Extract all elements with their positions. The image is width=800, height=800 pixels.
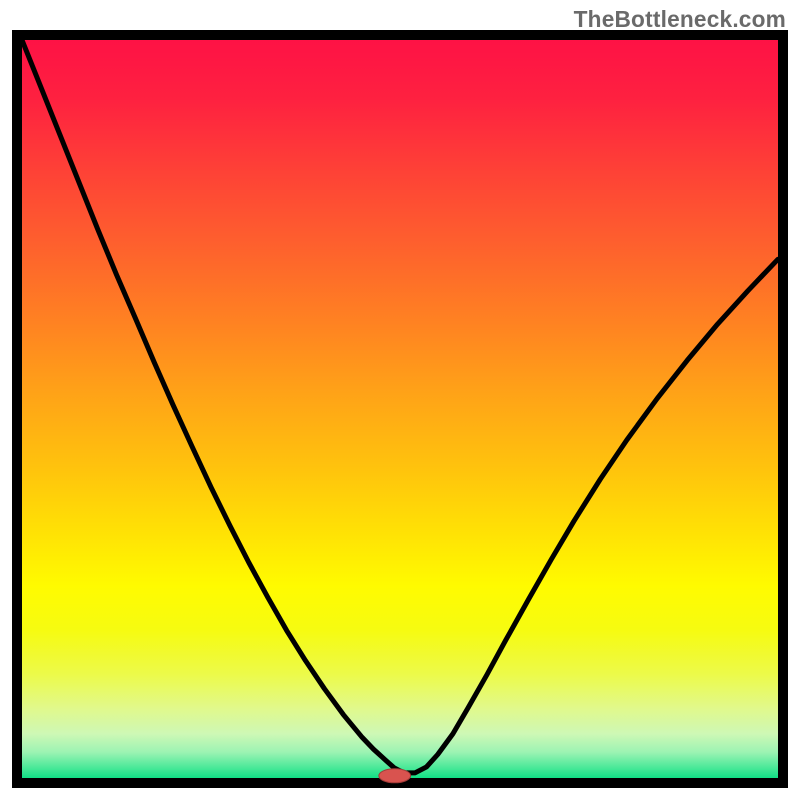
bottleneck-chart: TheBottleneck.com [0,0,800,800]
watermark-text: TheBottleneck.com [574,6,786,33]
plot-background [22,40,778,778]
chart-svg [0,0,800,800]
minimum-marker [379,769,411,783]
